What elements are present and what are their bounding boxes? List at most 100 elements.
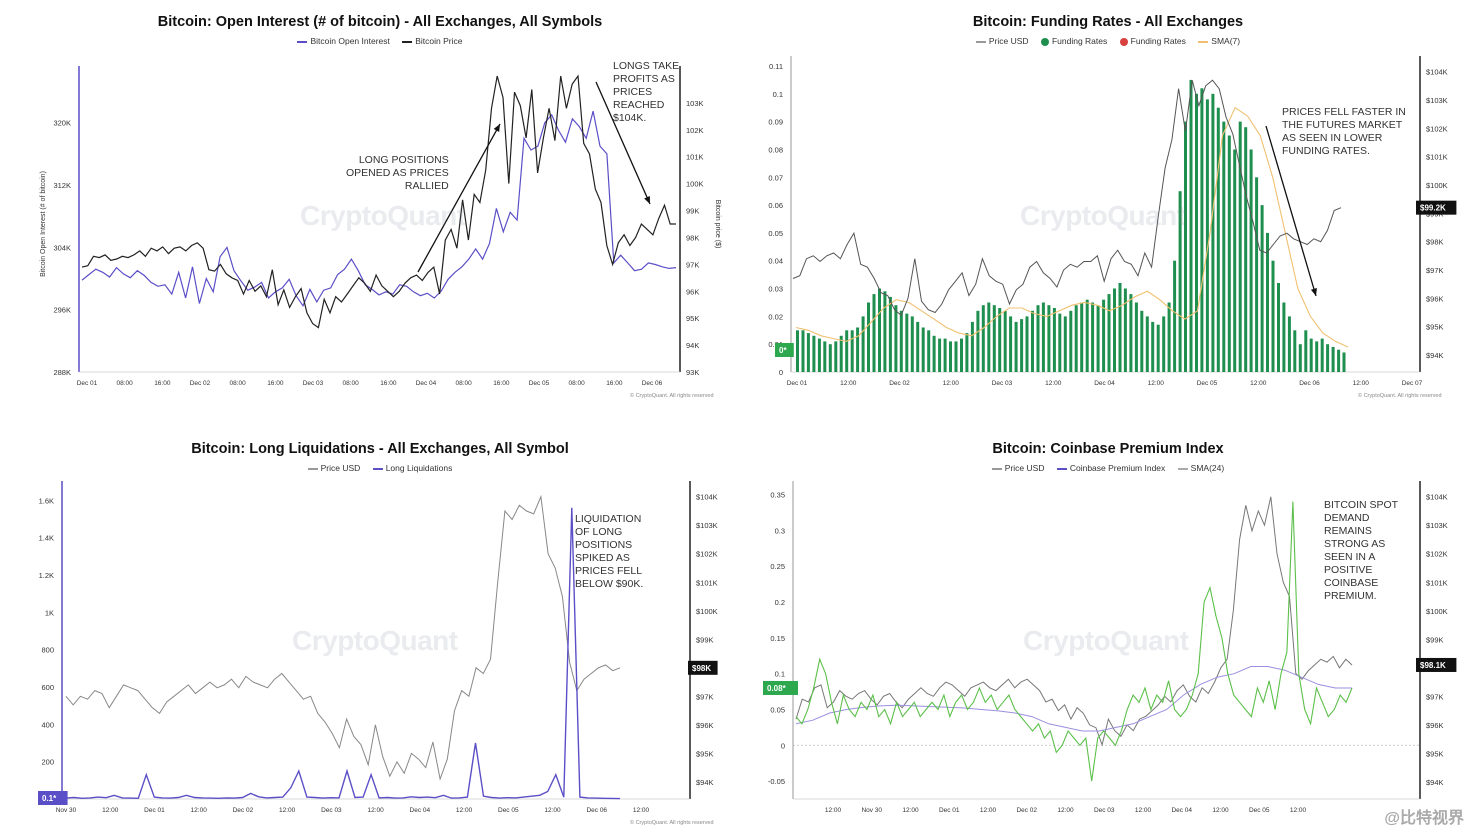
funding-bar [1058,313,1062,372]
x-tick-label: 16:00 [606,380,623,387]
funding-bar [839,335,843,372]
legend-item-funding-negative[interactable]: Funding Rates [1119,36,1186,46]
legend-item-liquidations[interactable]: Long Liquidations [372,463,452,473]
x-tick-label: 12:00 [544,807,561,814]
current-value-badge-bg [763,680,798,695]
funding-bar [1315,341,1319,372]
y2-tick-label: $102K [1426,124,1448,133]
y-axis-title: Bitcoin Open Interest (# of bitcoin) [40,171,47,277]
funding-bar [796,330,799,372]
y-tick-label: 0 [779,368,783,377]
funding-bar [812,335,816,372]
funding-bar [828,344,832,372]
annotation-arrow-head [644,196,650,204]
x-tick-label: Dec 02 [190,380,211,387]
legend-item-price[interactable]: Price USD [307,463,360,473]
x-tick-label: Dec 06 [1299,380,1320,387]
legend-item-funding-positive[interactable]: Funding Rates [1040,36,1107,46]
funding-bar [1118,283,1122,372]
legend-item-sma[interactable]: SMA(24) [1177,463,1225,473]
y2-tick-label: $94K [1426,351,1444,360]
legend-label: Coinbase Premium Index [1069,463,1166,473]
y2-tick-label: $103K [696,521,718,530]
funding-bar [1238,121,1242,372]
chart-plot: 00.010.020.030.040.050.060.070.080.090.1… [768,56,1457,387]
funding-bar [916,321,920,372]
x-tick-label: 08:00 [230,380,247,387]
chart-open-interest: Bitcoin: Open Interest (# of bitcoin) - … [0,14,760,414]
y-tick-label: 296K [53,306,71,315]
legend-item-price[interactable]: Bitcoin Price [402,36,463,46]
y2-tick-label: $102K [1426,550,1448,559]
series-price-usd [792,79,1342,317]
y-tick-label: 0.04 [768,257,783,266]
legend-item-premium[interactable]: Coinbase Premium Index [1056,463,1166,473]
legend-item-open-interest[interactable]: Bitcoin Open Interest [297,36,390,46]
funding-bar [938,338,942,372]
funding-bar [850,330,854,372]
funding-bar [1260,205,1264,372]
funding-bar [1271,260,1275,372]
legend-label: Price USD [1004,463,1045,473]
y-tick-label: 0.2 [775,598,785,607]
annotation-arrow [595,81,651,205]
x-tick-label: 12:00 [840,380,857,387]
x-tick-label: Dec 05 [498,807,519,814]
funding-bar [817,338,821,372]
x-tick-label: 12:00 [1045,380,1062,387]
y2-tick-label: $99K [696,635,714,644]
legend-label: SMA(7) [1211,36,1241,46]
funding-bar [932,335,936,372]
legend-item-sma[interactable]: SMA(7) [1198,36,1240,46]
x-tick-label: Dec 05 [1249,807,1270,814]
annotation-arrow [417,123,501,273]
x-tick-label: 12:00 [1353,380,1370,387]
x-tick-label: Dec 03 [303,380,324,387]
legend-item-price[interactable]: Price USD [991,463,1045,473]
x-tick-label: Dec 07 [1402,380,1423,387]
y-tick-label: 312K [53,181,71,190]
funding-bar [1184,121,1187,372]
y2-tick-label: $104K [1426,493,1448,502]
y2-tick-label: $104K [696,493,718,502]
y-tick-label: 0.35 [770,491,785,500]
x-tick-label: Dec 03 [1094,807,1115,814]
y-tick-label: 288K [53,368,71,377]
x-tick-label: 12:00 [902,807,919,814]
funding-bar [1331,347,1335,372]
legend-item-price[interactable]: Price USD [975,36,1029,46]
price-badge-bg [1416,657,1457,672]
y-tick-label: 0.06 [768,201,783,210]
funding-bar [1195,93,1198,373]
y2-tick-label: 99K [686,207,699,216]
funding-bar [1287,316,1291,372]
funding-bar [1031,310,1034,372]
y2-tick-label: $101K [1426,578,1448,587]
funding-bar [910,316,914,372]
funding-bar [921,327,925,372]
y2-tick-label: $99K [1426,635,1444,644]
legend-label: SMA(24) [1190,463,1225,473]
funding-bar [998,308,1002,372]
copyright: © CryptoQuant. All rights reserved [1358,393,1442,399]
watermark: CryptoQuant [292,625,458,656]
funding-bar [1047,305,1051,372]
funding-bar [888,296,892,372]
x-tick-label: 12:00 [1290,807,1307,814]
x-tick-label: 16:00 [154,380,171,387]
funding-bar [883,291,887,372]
series-coinbase-premium [795,501,1353,782]
current-value-badge-bg [775,343,794,357]
current-value-badge: 0.1* [42,794,57,803]
x-tick-label: Dec 02 [233,807,254,814]
funding-bar [1337,349,1341,372]
y-tick-label: 0.1 [773,90,783,99]
y-tick-label: 0.25 [770,562,785,571]
funding-bar [899,310,903,372]
chart-plot: -0.05 0 0.05 0.1 0.15 0.2 0.25 0.3 0.35 $94K $95K $… [763,481,1457,814]
x-tick-label: Dec 02 [889,380,910,387]
funding-bar [949,341,952,372]
y-tick-label: -0.05 [768,777,785,786]
funding-bar [1342,352,1346,372]
x-tick-label: Dec 03 [321,807,342,814]
